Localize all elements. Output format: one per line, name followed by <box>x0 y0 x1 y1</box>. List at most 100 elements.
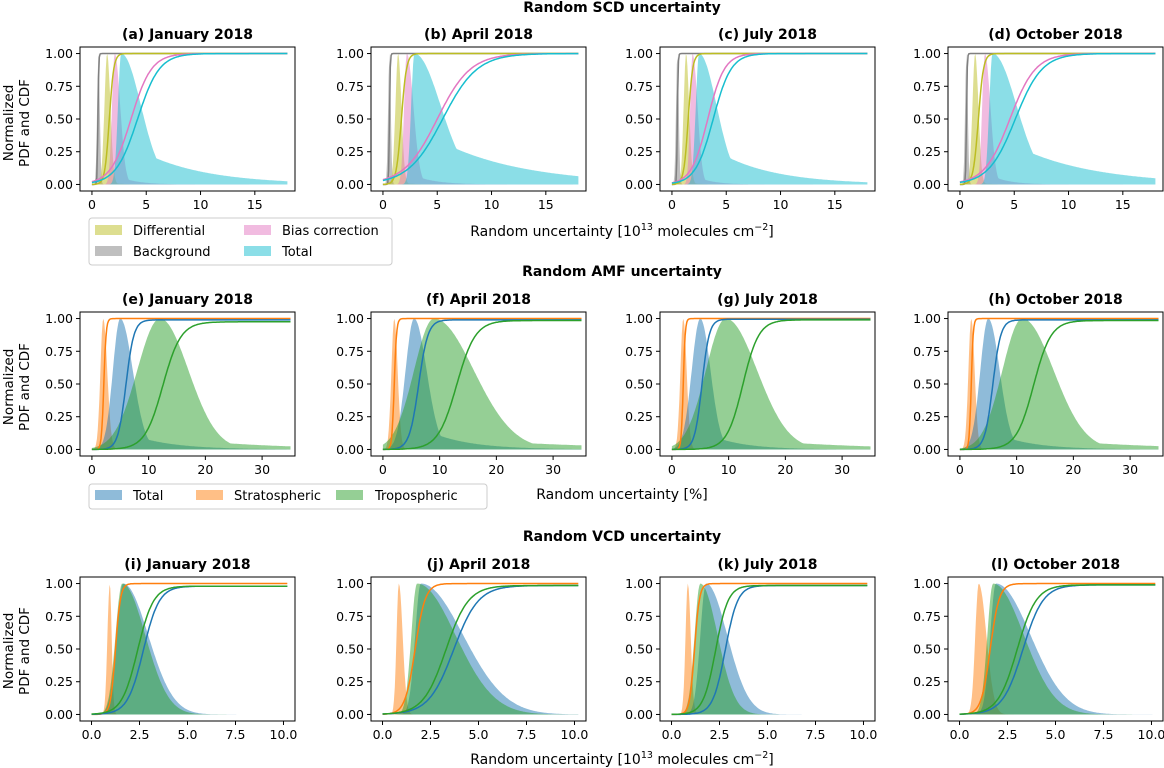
x-tick-label: 0.0 <box>662 727 682 742</box>
y-tick-label: 0.50 <box>913 377 941 392</box>
cdf-line-total <box>959 52 1156 184</box>
y-tick-label: 0.75 <box>45 344 73 359</box>
xlabel-text: Random uncertainty [10 <box>470 224 641 240</box>
x-tick-label: 5.0 <box>758 727 778 742</box>
cdf-line-total <box>671 52 868 184</box>
plot-area <box>91 317 291 451</box>
cdf-line-tropospheric <box>91 585 288 715</box>
y-tick-label: 0.50 <box>625 642 653 657</box>
x-tick-label: 5 <box>433 197 441 212</box>
y-tick-label: 0.75 <box>625 344 653 359</box>
y-tick-label: 0.75 <box>45 609 73 624</box>
panel-j: 0.0 2.5 5.0 7.5 10.0 0.00 0.25 0.50 0.75 1.00 (j) … <box>336 557 588 742</box>
xlabel-row-3: Random uncertainty [1013 molecules cm−2] <box>470 750 773 768</box>
y-tick-label: 0.25 <box>45 409 73 424</box>
x-tick-label: 5 <box>722 197 730 212</box>
xlabel-text: Random uncertainty [10 <box>470 752 641 768</box>
x-tick-label: 10 <box>721 462 737 477</box>
x-tick-label: 0.0 <box>950 727 970 742</box>
xlabel-exponent: 13 <box>641 222 653 233</box>
y-tick-label: 0.25 <box>336 674 364 689</box>
cdf-line-tropospheric <box>959 319 1159 451</box>
ylabel-row-3: Normalized PDF and CDF <box>1 607 33 695</box>
y-tick-label: 0.75 <box>913 609 941 624</box>
panel-e: 0 10 20 30 0.00 0.25 0.50 0.75 1.00 (e) January 2… <box>45 292 296 477</box>
pdf-area-tropospheric <box>382 583 579 715</box>
y-tick-label: 0.75 <box>336 79 364 94</box>
y-tick-label: 0.75 <box>336 609 364 624</box>
x-tick-label: 30 <box>545 462 561 477</box>
y-tick-label: 0.50 <box>336 112 364 127</box>
cdf-line-stratospheric <box>671 582 868 716</box>
y-tick-label: 1.00 <box>913 311 941 326</box>
pdf-area-tropospheric <box>91 318 291 450</box>
y-tick-label: 0.25 <box>336 409 364 424</box>
x-tick-label: 10 <box>773 197 789 212</box>
legend-label-total: Total <box>132 489 163 504</box>
legend-label-differential: Differential <box>133 224 205 239</box>
xlabel-exponent: −2 <box>754 750 768 761</box>
ylabel-line1: Normalized <box>1 85 17 162</box>
xlabel-text: Random uncertainty [%] <box>536 487 708 503</box>
legend-swatch-tropospheric <box>336 490 363 500</box>
x-tick-label: 7.5 <box>1094 727 1114 742</box>
row-title-scd: Random SCD uncertainty <box>523 0 721 16</box>
cdf-line-tropospheric <box>382 319 582 451</box>
ylabel-line2: PDF and CDF <box>17 607 33 695</box>
y-tick-label: 0.00 <box>45 177 73 192</box>
plot-area <box>671 317 871 451</box>
y-tick-label: 0.50 <box>45 642 73 657</box>
y-tick-label: 0.00 <box>913 442 941 457</box>
x-tick-label: 0 <box>379 462 387 477</box>
ylabel-line2: PDF and CDF <box>17 343 33 431</box>
y-tick-label: 1.00 <box>45 46 73 61</box>
plot-area <box>91 582 288 716</box>
pdf-area-tropospheric <box>959 583 1156 715</box>
y-tick-label: 0.50 <box>45 377 73 392</box>
y-tick-label: 0.25 <box>45 144 73 159</box>
x-tick-label: 7.5 <box>806 727 826 742</box>
panel-title: (l) October 2018 <box>991 557 1120 573</box>
pdf-area-tropospheric <box>959 318 1159 450</box>
y-tick-label: 0.50 <box>45 112 73 127</box>
y-tick-label: 0.00 <box>913 707 941 722</box>
y-tick-label: 1.00 <box>336 46 364 61</box>
x-tick-label: 30 <box>254 462 270 477</box>
x-tick-label: 0 <box>88 462 96 477</box>
y-tick-label: 0.50 <box>336 377 364 392</box>
y-tick-label: 0.50 <box>625 377 653 392</box>
panel-title: (j) April 2018 <box>427 557 531 573</box>
xlabel-bracket: ] <box>768 752 773 768</box>
y-tick-label: 0.00 <box>336 442 364 457</box>
x-tick-label: 2.5 <box>998 727 1018 742</box>
ylabel-line1: Normalized <box>1 613 17 690</box>
x-tick-label: 10 <box>1061 197 1077 212</box>
cdf-line-tropospheric <box>959 584 1156 715</box>
y-tick-label: 0.00 <box>45 442 73 457</box>
x-tick-label: 5.0 <box>178 727 198 742</box>
panel-a: 0 5 10 15 0.00 0.25 0.50 0.75 1.00 (a) January 20… <box>45 27 296 212</box>
panel-l: 0.0 2.5 5.0 7.5 10.0 0.00 0.25 0.50 0.75 1.00 (l) … <box>913 557 1164 742</box>
plot-area <box>382 317 582 451</box>
x-tick-label: 5 <box>1010 197 1018 212</box>
cdf-line-stratospheric <box>382 582 579 715</box>
xlabel-units: molecules cm <box>653 224 754 240</box>
panel-c: 0 5 10 15 0.00 0.25 0.50 0.75 1.00 (c) July 2018 <box>625 27 876 212</box>
legend-swatch-total <box>244 246 271 256</box>
pdf-area-stratospheric <box>382 583 579 715</box>
panel-title: (k) July 2018 <box>718 557 818 573</box>
y-tick-label: 0.75 <box>336 344 364 359</box>
x-tick-label: 10.0 <box>270 727 298 742</box>
pdf-area-total <box>671 53 868 185</box>
y-tick-label: 0.75 <box>625 79 653 94</box>
panel-h: 0 10 20 30 0.00 0.25 0.50 0.75 1.00 (h) October 2… <box>913 292 1164 477</box>
y-tick-label: 0.75 <box>913 79 941 94</box>
x-tick-label: 0.0 <box>82 727 102 742</box>
cdf-line-stratospheric <box>91 317 291 451</box>
x-tick-label: 20 <box>1065 462 1081 477</box>
y-tick-label: 0.25 <box>625 674 653 689</box>
panel-title: (g) July 2018 <box>717 292 818 308</box>
plot-area <box>382 52 579 186</box>
panel-title: (b) April 2018 <box>424 27 533 43</box>
